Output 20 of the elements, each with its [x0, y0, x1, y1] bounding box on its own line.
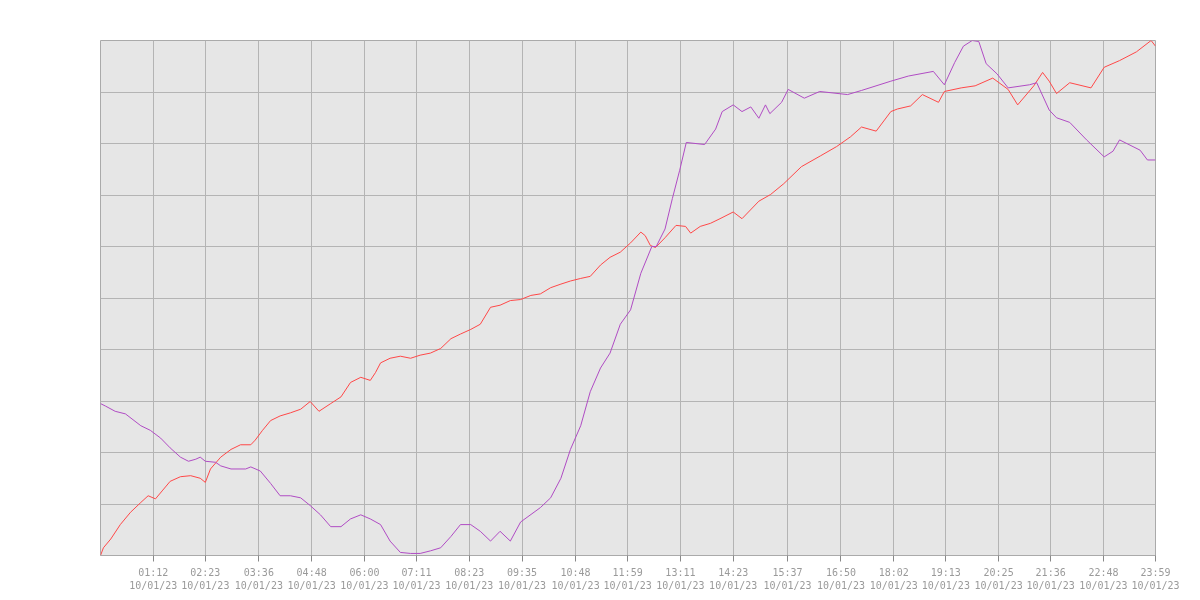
x-tick-label: 13:11 10/01/23 — [656, 566, 705, 591]
x-tick-label: 11:59 10/01/23 — [603, 566, 652, 591]
x-tick-label: 21:36 10/01/23 — [1026, 566, 1075, 591]
x-tick-label: 23:59 10/01/23 — [1131, 566, 1180, 591]
x-tick-label: 04:48 10/01/23 — [287, 566, 336, 591]
x-tick-label: 20:25 10/01/23 — [974, 566, 1023, 591]
x-tick-label: 15:37 10/01/23 — [763, 566, 812, 591]
x-tick-label: 08:23 10/01/23 — [445, 566, 494, 591]
x-tick-label: 06:00 10/01/23 — [340, 566, 389, 591]
x-tick-label: 18:02 10/01/23 — [869, 566, 918, 591]
x-tick-label: 22:48 10/01/23 — [1079, 566, 1128, 591]
x-tick-label: 14:23 10/01/23 — [709, 566, 758, 591]
x-tick-label: 03:36 10/01/23 — [234, 566, 283, 591]
x-tick-label: 07:11 10/01/23 — [392, 566, 441, 591]
x-tick-label: 09:35 10/01/23 — [497, 566, 547, 591]
x-tick-label: 02:23 10/01/23 — [181, 566, 230, 591]
x-tick-label: 16:50 10/01/23 — [816, 566, 866, 591]
x-tick-label: 10:48 10/01/23 — [551, 566, 600, 591]
x-tick-label: 01:12 10/01/23 — [129, 566, 178, 591]
x-tick-label: 19:13 10/01/23 — [921, 566, 970, 591]
